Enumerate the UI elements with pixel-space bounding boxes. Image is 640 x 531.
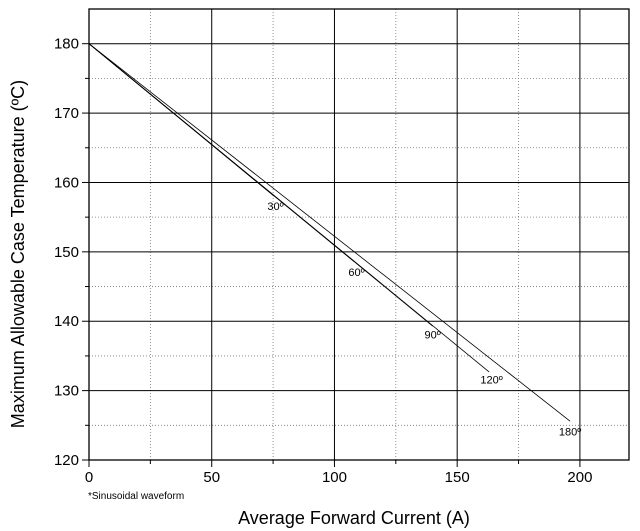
x-tick-label: 100: [322, 469, 347, 486]
y-tick-label: 180: [54, 36, 79, 53]
plot-frame: [88, 8, 630, 461]
curve-label: 60º: [348, 267, 364, 279]
y-axis-title: Maximum Allowable Case Temperature (ºC): [8, 80, 28, 428]
curve-label: 120º: [480, 375, 502, 387]
x-tick-label: 150: [445, 469, 470, 486]
plot-border: [88, 8, 630, 461]
x-tick-label: 200: [567, 469, 592, 486]
axis-ticks: 0 50 100 150 200 120 130 140 150 160 170 180: [54, 36, 592, 486]
y-tick-label: 130: [54, 383, 79, 400]
series-line-4: [88, 43, 571, 422]
y-tick-label: 140: [54, 313, 79, 330]
x-axis-title: Average Forward Current (A): [238, 508, 470, 528]
curve-label: 90º: [425, 330, 441, 342]
curve-label: 180º: [559, 427, 581, 439]
x-tick-label: 0: [85, 469, 93, 486]
x-tick-label: 50: [203, 469, 220, 486]
grid: [89, 9, 629, 460]
y-tick-label: 170: [54, 105, 79, 122]
series-lines: [88, 43, 571, 422]
y-tick-label: 150: [54, 244, 79, 261]
series-line-3: [88, 43, 490, 373]
waveform-note: *Sinusoidal waveform: [88, 491, 184, 502]
y-tick-label: 160: [54, 174, 79, 191]
y-tick-label: 120: [54, 452, 79, 469]
curve-label: 30º: [267, 201, 283, 213]
curve-labels: 30º 60º 90º 120º 180º: [267, 201, 581, 439]
